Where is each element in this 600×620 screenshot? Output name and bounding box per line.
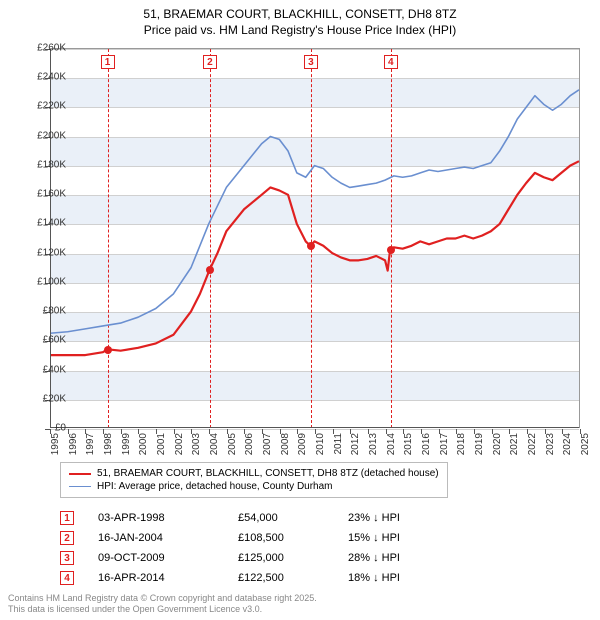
xtick-label: 2017 [439,433,450,455]
line-layer [50,49,579,428]
sale-row-price: £54,000 [238,512,348,524]
sale-row-delta: 18% ↓ HPI [348,572,458,584]
xtick-label: 2006 [244,433,255,455]
legend-swatch [69,486,91,487]
ytick-label: £200K [37,130,66,141]
series-property [50,161,579,355]
ytick-label: £180K [37,159,66,170]
xtick-label: 2001 [156,433,167,455]
x-axis [50,427,579,428]
sale-row: 1 03-APR-1998£54,00023% ↓ HPI [60,508,458,528]
xtick-label: 2011 [333,433,344,455]
ytick-label: £20K [43,393,66,404]
ytick-label: £80K [43,306,66,317]
xtick-label: 1995 [50,433,61,455]
xtick-label: 2022 [527,433,538,455]
xtick-label: 1996 [68,433,79,455]
sale-row-delta: 23% ↓ HPI [348,512,458,524]
sale-row-date: 16-JAN-2004 [98,532,238,544]
xtick-label: 2002 [174,433,185,455]
footer-attribution: Contains HM Land Registry data © Crown c… [8,593,317,616]
xtick-label: 2007 [262,433,273,455]
ytick-label: £160K [37,189,66,200]
legend-item-property: 51, BRAEMAR COURT, BLACKHILL, CONSETT, D… [69,467,439,480]
xtick-label: 2009 [297,433,308,455]
xtick-label: 2020 [492,433,503,455]
ytick-label: £240K [37,72,66,83]
sale-row: 3 09-OCT-2009£125,00028% ↓ HPI [60,548,458,568]
sale-row-date: 09-OCT-2009 [98,552,238,564]
ytick-label: £220K [37,101,66,112]
xtick-label: 2016 [421,433,432,455]
xtick-label: 2013 [368,433,379,455]
sale-row: 4 16-APR-2014£122,50018% ↓ HPI [60,568,458,588]
xtick-label: 1999 [121,433,132,455]
xtick-label: 2010 [315,433,326,455]
sale-row: 2 16-JAN-2004£108,50015% ↓ HPI [60,528,458,548]
xtick-label: 2015 [403,433,414,455]
xtick-label: 1997 [85,433,96,455]
legend: 51, BRAEMAR COURT, BLACKHILL, CONSETT, D… [60,462,448,498]
sale-row-price: £122,500 [238,572,348,584]
sales-table: 1 03-APR-1998£54,00023% ↓ HPI 2 16-JAN-2004… [60,508,458,588]
xtick-label: 2018 [456,433,467,455]
chart-title: 51, BRAEMAR COURT, BLACKHILL, CONSETT, D… [0,0,600,38]
sale-row-badge: 3 [60,551,74,565]
sale-row-delta: 15% ↓ HPI [348,532,458,544]
sale-row-date: 16-APR-2014 [98,572,238,584]
footer-line-1: Contains HM Land Registry data © Crown c… [8,593,317,605]
xtick-label: 2005 [227,433,238,455]
sale-row-delta: 28% ↓ HPI [348,552,458,564]
xtick-label: 2024 [562,433,573,455]
xtick-label: 2025 [580,433,591,455]
title-line-2: Price paid vs. HM Land Registry's House … [0,22,600,38]
title-line-1: 51, BRAEMAR COURT, BLACKHILL, CONSETT, D… [0,6,600,22]
ytick-label: £140K [37,218,66,229]
legend-label: HPI: Average price, detached house, Coun… [97,481,333,492]
legend-item-hpi: HPI: Average price, detached house, Coun… [69,480,439,493]
xtick-label: 2021 [509,433,520,455]
ytick-label: £60K [43,335,66,346]
sale-row-price: £125,000 [238,552,348,564]
plot-area: 1234 19951996199719981999200020012002200… [50,48,580,428]
sale-row-badge: 2 [60,531,74,545]
sale-row-badge: 1 [60,511,74,525]
ytick-label: £40K [43,364,66,375]
ytick-label: £260K [37,43,66,54]
xtick-label: 2019 [474,433,485,455]
xtick-label: 2014 [386,433,397,455]
xtick-label: 1998 [103,433,114,455]
ytick-label: £100K [37,276,66,287]
series-hpi [50,90,579,333]
xtick-label: 2012 [350,433,361,455]
xtick-label: 2004 [209,433,220,455]
sale-row-badge: 4 [60,571,74,585]
xtick-label: 2000 [138,433,149,455]
ytick-label: £0 [55,423,66,434]
chart-container: 51, BRAEMAR COURT, BLACKHILL, CONSETT, D… [0,0,600,620]
ytick-label: £120K [37,247,66,258]
xtick-label: 2003 [191,433,202,455]
sale-row-price: £108,500 [238,532,348,544]
sale-row-date: 03-APR-1998 [98,512,238,524]
legend-label: 51, BRAEMAR COURT, BLACKHILL, CONSETT, D… [97,468,439,479]
legend-swatch [69,473,91,475]
xtick-label: 2023 [545,433,556,455]
footer-line-2: This data is licensed under the Open Gov… [8,604,317,616]
xtick-label: 2008 [280,433,291,455]
